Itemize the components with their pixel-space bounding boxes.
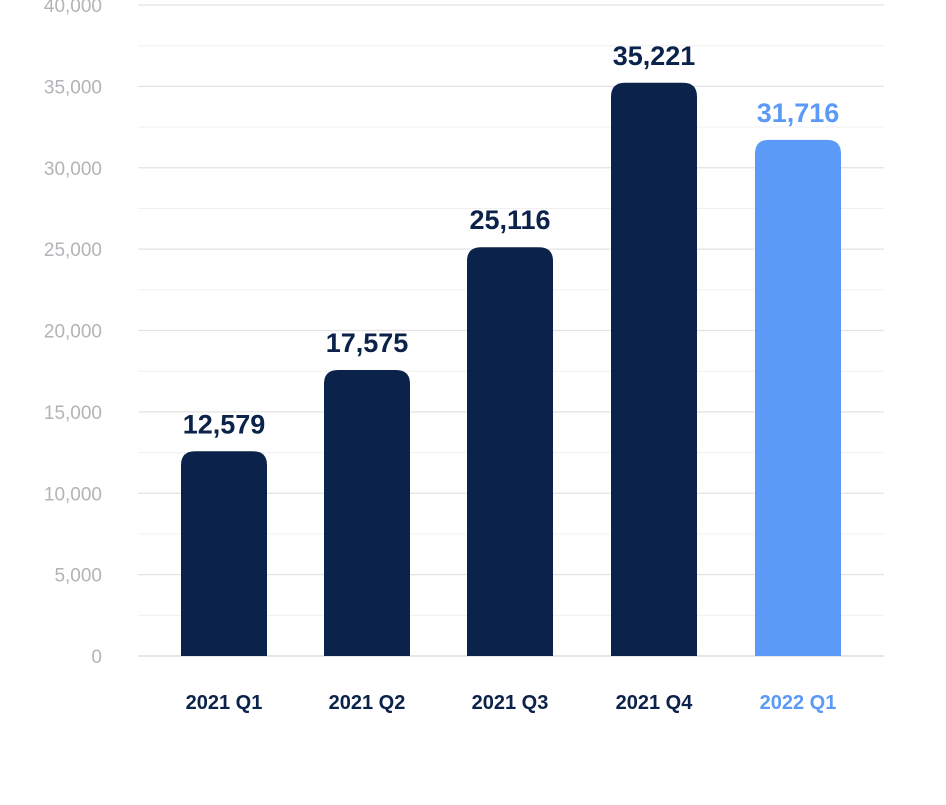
value-label: 12,579 <box>183 409 266 439</box>
x-tick-label: 2021 Q2 <box>329 692 406 714</box>
y-tick-label: 15,000 <box>44 403 102 424</box>
y-tick-label: 40,000 <box>44 0 102 17</box>
bar-2021-q3 <box>467 247 553 656</box>
x-axis: 2021 Q1 2021 Q2 2021 Q3 2021 Q4 2022 Q1 <box>186 692 837 714</box>
y-axis: 0 5,000 10,000 15,000 20,000 25,000 30,000 35,0… <box>44 0 102 668</box>
x-tick-label: 2022 Q1 <box>760 692 837 714</box>
y-tick-label: 30,000 <box>44 159 102 180</box>
bar-2021-q4 <box>611 82 697 657</box>
y-tick-label: 25,000 <box>44 240 102 261</box>
x-tick-label: 2021 Q1 <box>186 692 263 714</box>
x-tick-label: 2021 Q3 <box>472 692 549 714</box>
value-label: 31,716 <box>757 98 840 128</box>
bar-2021-q1 <box>181 451 267 656</box>
y-tick-label: 20,000 <box>44 322 102 343</box>
y-tick-label: 35,000 <box>44 77 102 98</box>
y-tick-label: 0 <box>91 647 102 668</box>
x-tick-label: 2021 Q4 <box>616 692 694 714</box>
bar-2021-q2 <box>324 369 410 656</box>
value-label: 25,116 <box>469 205 550 235</box>
value-label: 35,221 <box>613 41 696 71</box>
bars <box>181 82 841 657</box>
y-tick-label: 10,000 <box>44 484 102 505</box>
value-label: 17,575 <box>326 328 409 358</box>
value-labels: 12,579 17,575 25,116 35,221 31,716 <box>183 41 840 439</box>
y-tick-label: 5,000 <box>54 566 102 587</box>
bar-2022-q1 <box>755 139 841 657</box>
